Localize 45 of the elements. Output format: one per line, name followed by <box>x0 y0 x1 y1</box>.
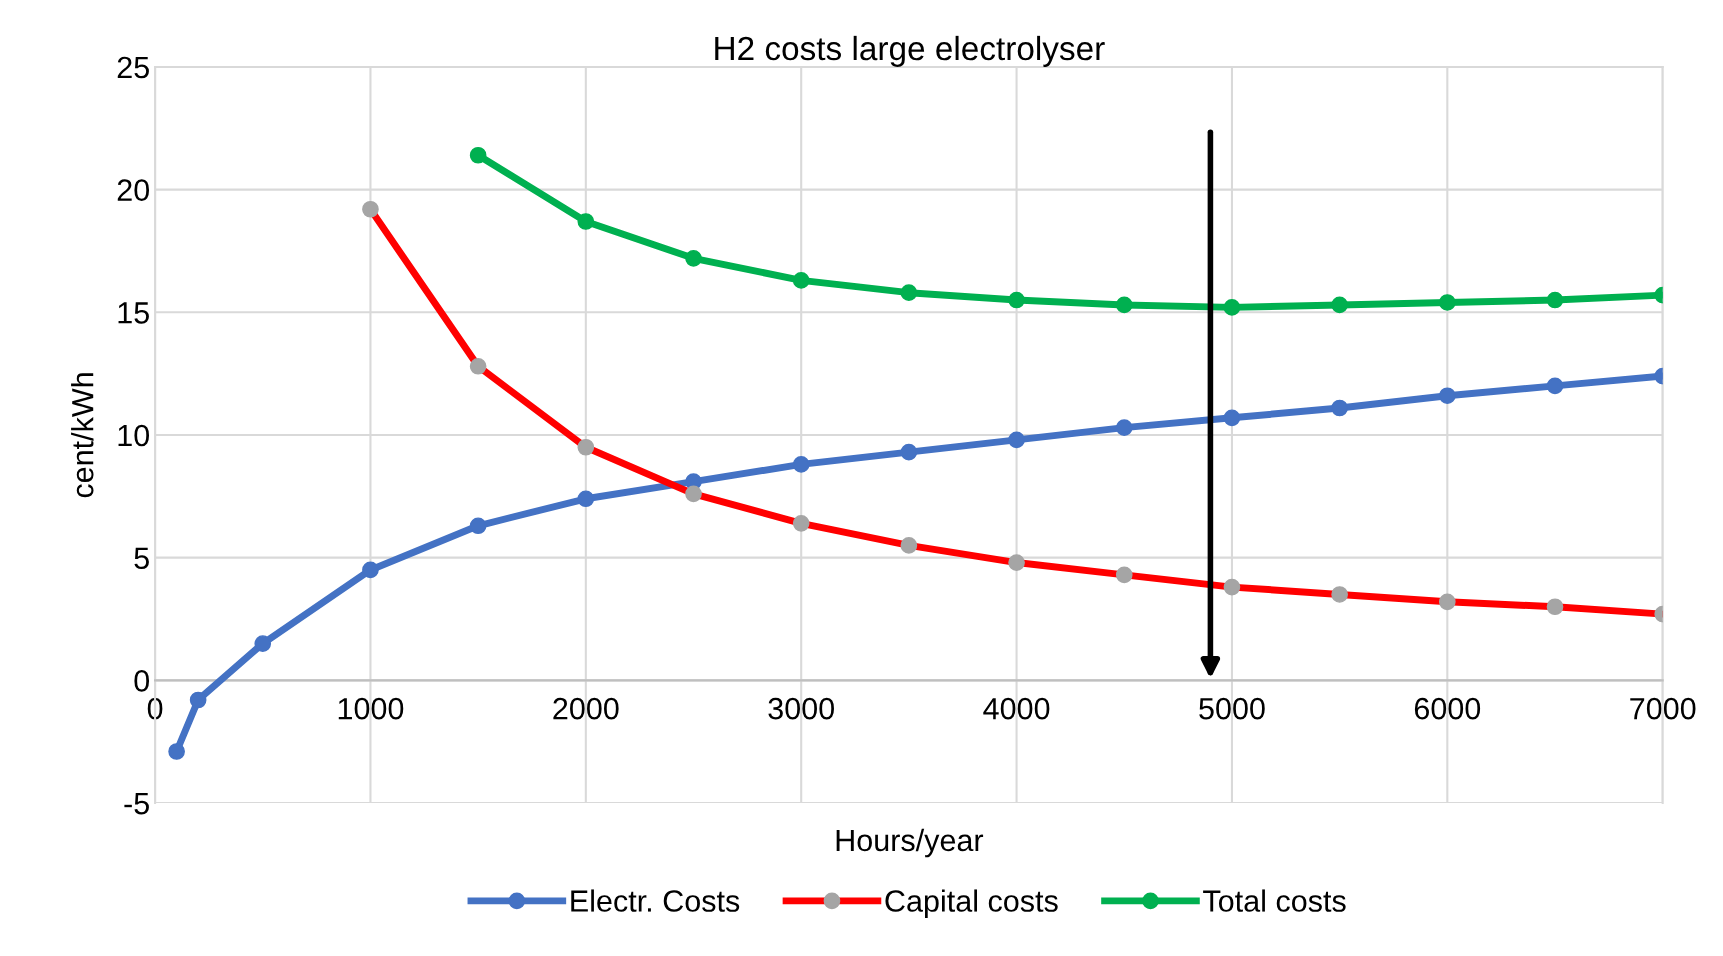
point <box>469 146 487 164</box>
x-tick-label: 7000 <box>1630 697 1696 720</box>
x-tick-label: 4000 <box>983 697 1050 720</box>
point <box>900 443 918 461</box>
legend-label: Total costs <box>1203 889 1346 912</box>
point <box>168 743 185 760</box>
legend-label: Electr. Costs <box>571 889 740 912</box>
y-tick-label: -5 <box>124 793 149 815</box>
point <box>469 517 487 535</box>
point <box>792 456 810 473</box>
point <box>1438 294 1456 311</box>
point <box>900 284 918 301</box>
y-tick-label: 10 <box>118 424 150 447</box>
point <box>1331 399 1348 417</box>
point <box>792 272 810 289</box>
point <box>254 635 272 652</box>
y-axis-title: cent/kWh <box>71 373 94 498</box>
x-tick-label: 1000 <box>338 697 404 720</box>
point <box>1223 409 1241 427</box>
point <box>189 691 207 709</box>
y-tick-label: 5 <box>134 547 149 570</box>
chart-title: H2 costs large electrolyser <box>715 35 1105 67</box>
y-tick-label: 25 <box>117 56 149 79</box>
point <box>1008 291 1025 309</box>
point <box>1008 431 1025 449</box>
point <box>1546 291 1564 309</box>
point <box>1546 377 1564 395</box>
point <box>577 490 595 508</box>
point <box>362 561 379 579</box>
point <box>1438 387 1456 405</box>
point <box>1223 299 1241 316</box>
x-tick-label: 2000 <box>553 697 619 720</box>
point <box>1115 419 1133 436</box>
point <box>1115 296 1133 314</box>
x-axis-title: Hours/year <box>836 828 984 858</box>
x-tick-label: 5000 <box>1199 697 1265 720</box>
point <box>1331 296 1348 314</box>
y-tick-label: 0 <box>134 670 150 692</box>
x-tick-label: 3000 <box>768 697 834 720</box>
legend-label: Capital costs <box>885 889 1058 918</box>
point <box>577 213 595 230</box>
y-tick-label: 15 <box>118 302 149 324</box>
y-tick-label: 20 <box>117 179 150 201</box>
x-tick-label: 6000 <box>1414 697 1481 720</box>
point <box>685 249 702 267</box>
